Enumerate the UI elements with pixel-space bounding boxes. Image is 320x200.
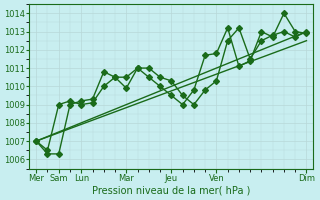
X-axis label: Pression niveau de la mer( hPa ): Pression niveau de la mer( hPa ) bbox=[92, 186, 251, 196]
